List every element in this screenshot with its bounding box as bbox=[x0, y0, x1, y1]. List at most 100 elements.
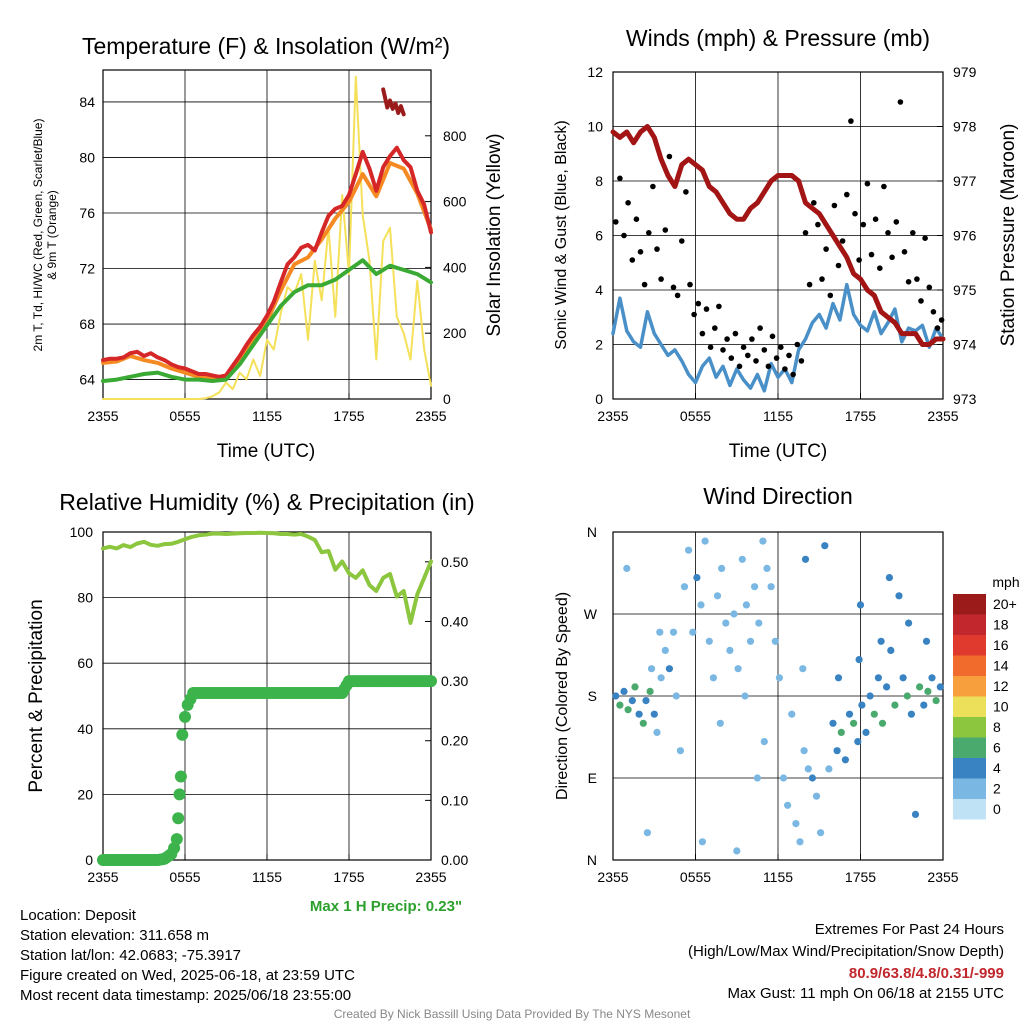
station-info: Location: Deposit Station elevation: 311… bbox=[20, 906, 355, 1006]
direction-point bbox=[907, 710, 916, 718]
heat-index-series bbox=[381, 87, 406, 117]
x-tick-label: 0555 bbox=[169, 408, 200, 424]
gust-point bbox=[901, 249, 908, 255]
direction-point bbox=[716, 719, 724, 727]
direction-point bbox=[624, 706, 632, 714]
gust-point bbox=[806, 281, 813, 288]
legend-swatch bbox=[953, 614, 986, 635]
x-axis-label: Time (UTC) bbox=[217, 441, 316, 462]
x-tick-label: 0555 bbox=[680, 408, 711, 424]
direction-point bbox=[911, 810, 920, 819]
direction-point bbox=[883, 683, 891, 691]
direction-point bbox=[862, 728, 870, 737]
y-axis-label: Direction (Colored By Speed) bbox=[554, 592, 571, 800]
direction-point bbox=[808, 774, 817, 782]
direction-point bbox=[755, 619, 763, 627]
gust-point bbox=[934, 325, 941, 331]
recent-text: Most recent data timestamp: 2025/06/18 2… bbox=[20, 987, 352, 1004]
direction-point bbox=[672, 692, 680, 700]
gust-point bbox=[926, 284, 933, 291]
direction-point bbox=[922, 637, 931, 645]
direction-point bbox=[874, 674, 883, 682]
precip-point bbox=[176, 728, 189, 741]
extremes-values: 80.9/63.8/4.8/0.31/-999 bbox=[848, 965, 1004, 982]
gust-point bbox=[613, 219, 619, 225]
direction-point bbox=[698, 838, 707, 846]
direction-point bbox=[920, 701, 928, 709]
y-tick-label: 8 bbox=[595, 173, 603, 189]
legend-swatch bbox=[953, 655, 986, 676]
x-tick-label: 2355 bbox=[597, 408, 628, 424]
y2-axis-label: Solar Insolation (Yellow) bbox=[484, 133, 505, 336]
gust-point bbox=[852, 210, 858, 217]
direction-point bbox=[701, 537, 709, 545]
direction-point bbox=[689, 628, 697, 636]
direction-point bbox=[829, 719, 837, 727]
legend-swatch bbox=[953, 594, 986, 615]
wind-chart: 2355 0555 1155 1755 235502468101297397497597… bbox=[553, 25, 1019, 462]
precip-point bbox=[179, 710, 191, 723]
gust-point bbox=[872, 216, 879, 222]
gust-point bbox=[757, 325, 763, 331]
direction-point bbox=[885, 574, 894, 582]
legend-swatch bbox=[953, 778, 986, 799]
gust-point bbox=[670, 284, 677, 291]
y2-axis-label-group: Station Pressure (Maroon) bbox=[998, 124, 1019, 347]
gust-point bbox=[687, 281, 693, 288]
direction-point bbox=[932, 697, 940, 705]
gust-point bbox=[736, 363, 743, 370]
gust-point bbox=[641, 281, 648, 288]
direction-point bbox=[669, 628, 678, 636]
y-tick-label: 100 bbox=[70, 524, 94, 540]
gust-point bbox=[650, 183, 656, 190]
direction-point bbox=[792, 820, 800, 828]
precip-point bbox=[170, 833, 183, 846]
direction-point bbox=[753, 774, 762, 782]
y-tick-label: 84 bbox=[79, 94, 95, 110]
direction-point bbox=[905, 619, 913, 627]
gust-point bbox=[798, 358, 805, 364]
chart-title: Relative Humidity (%) & Precipitation (i… bbox=[59, 489, 474, 515]
x-tick-label: 2355 bbox=[87, 408, 118, 424]
direction-point bbox=[616, 701, 624, 709]
gust-point bbox=[662, 227, 669, 233]
legend-swatch bbox=[953, 758, 986, 779]
gust-point bbox=[811, 200, 817, 206]
x-tick-label: 2355 bbox=[415, 408, 446, 424]
y2-tick-label: 0.50 bbox=[441, 554, 468, 570]
y2-tick-label: 400 bbox=[443, 259, 467, 275]
direction-point bbox=[697, 601, 705, 609]
x-tick-label: 2355 bbox=[87, 869, 118, 885]
direction-point bbox=[738, 555, 746, 563]
y2-axis-label: Station Pressure (Maroon) bbox=[998, 124, 1019, 347]
y-tick-label: 0 bbox=[85, 852, 93, 868]
direction-point bbox=[841, 756, 850, 764]
direction-point bbox=[812, 792, 821, 800]
gust-point bbox=[835, 262, 842, 269]
direction-point bbox=[722, 619, 730, 627]
direction-point bbox=[858, 701, 866, 709]
y-tick-label: E bbox=[588, 770, 597, 786]
gust-point bbox=[802, 230, 809, 236]
gust-point bbox=[740, 344, 747, 351]
direction-point bbox=[801, 555, 810, 563]
temperature-chart: 2355 0555 1155 1755 2355 64 68 72 76 80 84 0 200 400 6… bbox=[31, 33, 505, 462]
direction-point bbox=[800, 747, 808, 755]
gust-point bbox=[938, 317, 945, 323]
direction-point bbox=[845, 710, 854, 718]
y-axis-label-group: Direction (Colored By Speed) bbox=[554, 592, 571, 800]
gust-point bbox=[629, 257, 636, 263]
y-axis-label: Sonic Wind & Gust (Blue, Black) bbox=[553, 120, 570, 349]
direction-point bbox=[693, 574, 701, 582]
y2-tick-label: 973 bbox=[953, 391, 977, 407]
t2m-series bbox=[101, 145, 433, 379]
y-tick-label: 12 bbox=[587, 64, 603, 80]
legend-label: 0 bbox=[993, 801, 1001, 817]
extremes-subtitle: (High/Low/Max Wind/Precipitation/Snow De… bbox=[688, 943, 1004, 960]
x-tick-label: 1155 bbox=[252, 408, 282, 424]
direction-point bbox=[895, 592, 903, 600]
direction-point bbox=[878, 719, 887, 727]
y-tick-label: 20 bbox=[77, 786, 93, 802]
direction-point bbox=[685, 546, 693, 554]
